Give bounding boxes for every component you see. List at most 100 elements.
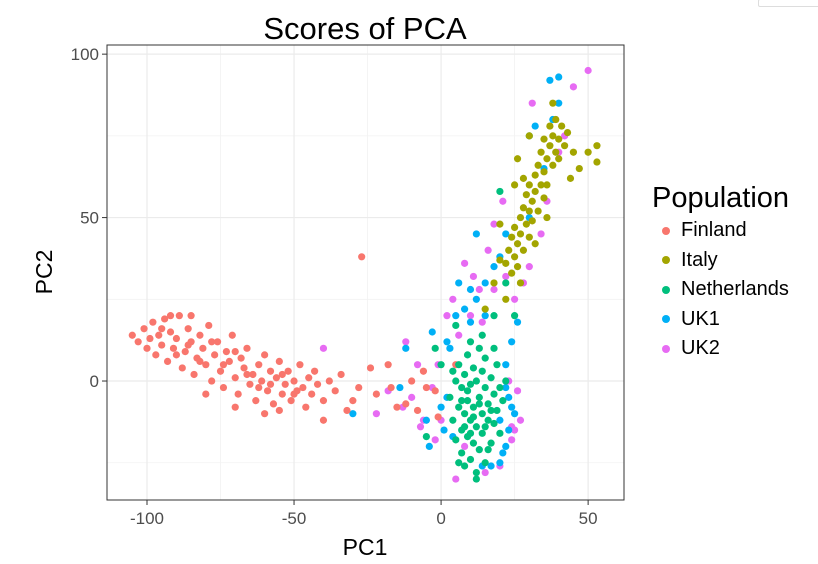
- point-uk2: [372, 410, 380, 418]
- point-uk1: [496, 416, 504, 424]
- point-uk2: [443, 312, 451, 320]
- point-finland: [231, 348, 239, 356]
- point-finland: [187, 312, 195, 320]
- point-uk2: [461, 442, 469, 450]
- point-italy: [543, 155, 551, 163]
- legend-label: Netherlands: [681, 278, 789, 301]
- legend-label: Italy: [681, 248, 718, 271]
- point-netherlands: [472, 377, 480, 385]
- point-finland: [222, 348, 230, 356]
- point-finland: [302, 403, 310, 411]
- point-finland: [237, 354, 245, 362]
- point-finland: [166, 312, 175, 320]
- point-netherlands: [461, 423, 469, 431]
- point-italy: [540, 168, 548, 176]
- point-finland: [266, 367, 275, 375]
- point-finland: [308, 390, 316, 398]
- point-uk1: [422, 416, 430, 424]
- point-netherlands: [458, 383, 466, 392]
- point-finland: [196, 357, 204, 366]
- point-finland: [172, 334, 181, 343]
- point-finland: [266, 380, 275, 388]
- point-uk1: [513, 318, 522, 326]
- point-finland: [258, 377, 266, 385]
- point-netherlands: [469, 413, 478, 421]
- point-uk1: [555, 73, 563, 81]
- point-uk2: [431, 436, 439, 444]
- point-uk1: [472, 295, 480, 303]
- x-tick-label: 0: [436, 509, 445, 528]
- point-finland: [275, 406, 283, 415]
- point-uk2: [569, 83, 578, 91]
- point-finland: [275, 357, 283, 366]
- point-uk2: [455, 331, 463, 339]
- point-italy: [575, 164, 583, 173]
- point-finland: [202, 361, 210, 369]
- point-netherlands: [455, 459, 463, 467]
- point-finland: [278, 390, 286, 398]
- point-uk1: [508, 338, 516, 346]
- point-uk2: [466, 312, 475, 320]
- point-netherlands: [475, 344, 483, 352]
- point-netherlands: [463, 351, 472, 359]
- point-netherlands: [481, 354, 489, 362]
- point-netherlands: [478, 410, 486, 418]
- point-uk2: [537, 230, 545, 238]
- point-finland: [284, 367, 292, 375]
- point-netherlands: [487, 439, 495, 447]
- point-finland: [149, 318, 157, 326]
- point-uk2: [484, 246, 492, 254]
- point-italy: [511, 253, 519, 261]
- point-finland: [255, 361, 263, 369]
- point-italy: [546, 122, 554, 130]
- point-netherlands: [496, 187, 504, 196]
- point-italy: [531, 171, 539, 179]
- chart-title: Scores of PCA: [263, 11, 467, 46]
- point-netherlands: [490, 419, 498, 428]
- point-finland: [261, 410, 269, 418]
- point-netherlands: [493, 361, 501, 369]
- point-finland: [313, 380, 322, 388]
- point-finland: [205, 321, 213, 330]
- point-uk2: [502, 272, 510, 281]
- point-netherlands: [452, 377, 460, 385]
- point-finland: [231, 374, 239, 382]
- point-finland: [355, 383, 363, 392]
- point-uk1: [531, 122, 539, 130]
- point-italy: [516, 213, 525, 222]
- point-uk2: [528, 99, 536, 107]
- point-italy: [534, 161, 542, 169]
- point-finland: [402, 400, 410, 408]
- point-finland: [384, 361, 392, 369]
- point-finland: [216, 367, 225, 375]
- point-finland: [202, 390, 210, 398]
- point-netherlands: [487, 406, 495, 415]
- point-finland: [343, 406, 351, 415]
- point-netherlands: [490, 390, 498, 398]
- point-netherlands: [481, 459, 489, 467]
- point-netherlands: [458, 449, 466, 457]
- point-netherlands: [463, 387, 472, 395]
- axis-ticks: -100 -50 0 50 0 50 100: [71, 45, 598, 528]
- point-finland: [337, 370, 345, 379]
- point-uk2: [413, 361, 422, 369]
- legend-item-uk1: UK1: [652, 305, 789, 335]
- point-uk2: [508, 436, 516, 444]
- point-italy: [525, 207, 533, 215]
- point-netherlands: [455, 403, 463, 411]
- point-netherlands: [484, 400, 492, 408]
- point-finland: [325, 377, 333, 385]
- point-finland: [278, 370, 286, 379]
- point-uk1: [466, 318, 475, 326]
- point-finland: [349, 397, 357, 405]
- point-uk1: [499, 449, 507, 457]
- point-uk1: [508, 403, 516, 411]
- legend-label: UK1: [681, 307, 720, 330]
- point-netherlands: [481, 423, 489, 431]
- point-finland: [213, 338, 222, 346]
- point-netherlands: [466, 380, 475, 388]
- x-tick-label: 50: [579, 509, 598, 528]
- point-uk1: [428, 328, 436, 336]
- point-netherlands: [466, 429, 475, 437]
- point-netherlands: [431, 344, 439, 352]
